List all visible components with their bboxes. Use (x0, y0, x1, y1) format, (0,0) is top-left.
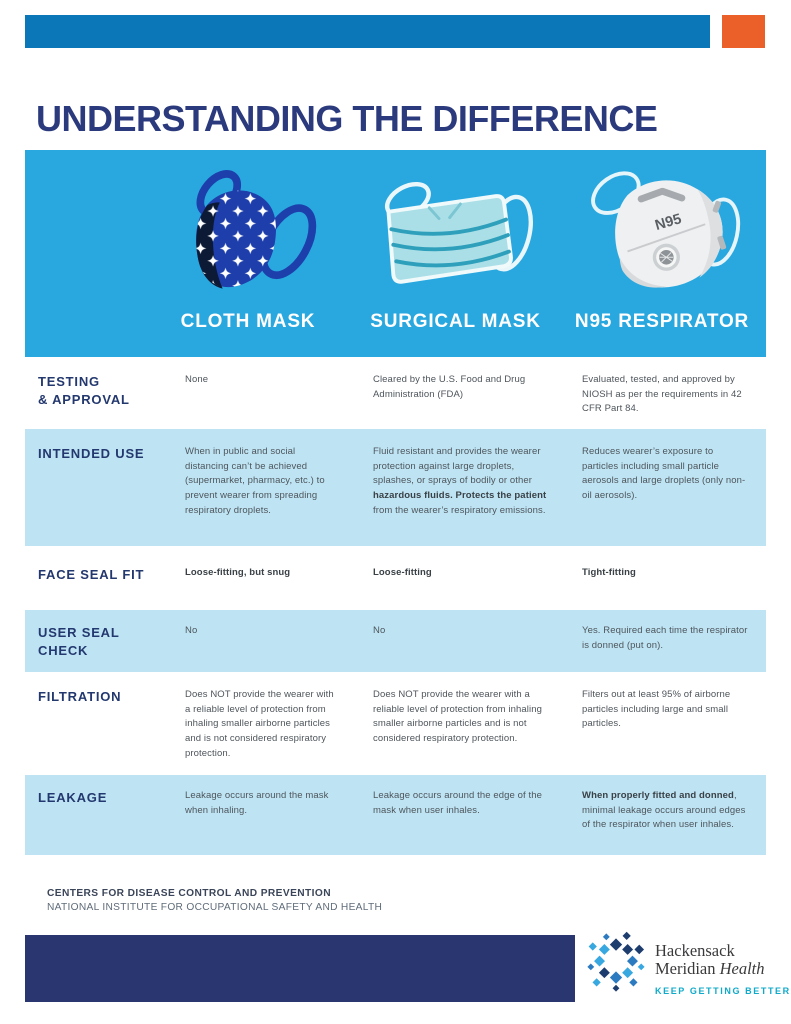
cell-faceseal-surgical: Loose-fitting (373, 566, 582, 610)
column-n95-respirator: N95 N95 RESPIRATOR (558, 163, 766, 357)
top-accent-bar (25, 15, 710, 48)
source-attribution: CENTERS FOR DISEASE CONTROL AND PREVENTI… (47, 888, 382, 913)
logo-name: Hackensack Meridian Health (655, 941, 791, 979)
cell-segment: Reduces wearer’s exposure to particles i… (582, 446, 746, 502)
cell-segment: Does NOT provide the wearer with a relia… (185, 689, 334, 759)
cell-testing-n95: Evaluated, tested, and approved by NIOSH… (582, 373, 766, 429)
source-line-niosh: NATIONAL INSTITUTE FOR OCCUPATIONAL SAFE… (47, 902, 383, 913)
cell-segment: from the wearer’s respiratory emissions. (373, 504, 546, 516)
bottom-accent-bar (25, 935, 575, 1002)
hackensack-meridian-logo-icon (587, 931, 645, 992)
n95-respirator-label: N95 RESPIRATOR (574, 311, 750, 332)
row-intended-use: INTENDED USE When in public and social d… (25, 429, 766, 546)
cell-segment-bold: Loose-fitting (373, 567, 432, 578)
cell-segment: Filters out at least 95% of airborne par… (582, 689, 731, 730)
row-label-intended-use: INTENDED USE (38, 446, 145, 461)
column-surgical-mask: SURGICAL MASK (353, 171, 558, 357)
cell-filtration-cloth: Does NOT provide the wearer with a relia… (185, 688, 373, 775)
cell-segment: Evaluated, tested, and approved by NIOSH… (582, 374, 742, 415)
logo-tagline: KEEP GETTING BETTER (655, 985, 791, 996)
cloth-mask-label: CLOTH MASK (180, 311, 316, 332)
row-label-testing-approval: TESTING & APPROVAL (38, 374, 130, 408)
column-cloth-mask: CLOTH MASK (143, 165, 353, 357)
cell-testing-cloth: None (185, 373, 373, 429)
cell-intended-n95: Reduces wearer’s exposure to particles i… (582, 445, 766, 546)
row-leakage: LEAKAGE Leakage occurs around the mask w… (25, 775, 766, 855)
cell-intended-cloth: When in public and social distancing can… (185, 445, 373, 546)
cell-segment: Leakage occurs around the edge of the ma… (373, 790, 543, 816)
cell-userseal-surgical: No (373, 624, 582, 672)
cell-segment: Does NOT provide the wearer with a relia… (373, 689, 542, 745)
row-face-seal-fit: FACE SEAL FIT Loose-fitting, but snug Lo… (25, 546, 766, 610)
cell-leakage-cloth: Leakage occurs around the mask when inha… (185, 789, 373, 855)
cell-segment: Cleared by the U.S. Food and Drug Admini… (373, 374, 526, 400)
row-filtration: FILTRATION Does NOT provide the wearer w… (25, 672, 766, 775)
cell-segment: Yes. Required each time the respirator i… (582, 625, 748, 651)
surgical-mask-label: SURGICAL MASK (370, 311, 541, 332)
logo-name-health: Health (719, 959, 765, 979)
page-title: UNDERSTANDING THE DIFFERENCE (36, 98, 658, 140)
cell-segment: , minimal leakage occurs around edges of… (582, 790, 746, 831)
surgical-mask-icon (384, 181, 533, 284)
cell-leakage-n95: When properly fitted and donned, minimal… (582, 789, 766, 855)
cell-filtration-n95: Filters out at least 95% of airborne par… (582, 688, 766, 775)
comparison-table: TESTING & APPROVAL None Cleared by the U… (0, 357, 791, 855)
cell-segment-bold: Loose-fitting, but snug (185, 567, 291, 578)
cell-segment-bold: When properly fitted and donned (582, 790, 734, 801)
logo-name-line1: Hackensack (655, 941, 735, 960)
row-label-leakage: LEAKAGE (38, 790, 108, 805)
cell-userseal-cloth: No (185, 624, 373, 672)
row-label-face-seal-fit: FACE SEAL FIT (38, 567, 145, 582)
cell-faceseal-cloth: Loose-fitting, but snug (185, 566, 373, 610)
source-line-cdc: CENTERS FOR DISEASE CONTROL AND PREVENTI… (47, 888, 331, 899)
mask-comparison-band: CLOTH MASK SURGICAL MASK (25, 150, 766, 357)
cell-intended-surgical: Fluid resistant and provides the wearer … (373, 445, 582, 546)
hackensack-meridian-logo: Hackensack Meridian Health KEEP GETTING … (585, 930, 791, 996)
cell-segment: None (185, 374, 209, 385)
row-label-user-seal-check: USER SEAL CHECK (38, 625, 120, 659)
cell-segment-bold: Tight-fitting (582, 567, 636, 578)
cell-testing-surgical: Cleared by the U.S. Food and Drug Admini… (373, 373, 582, 429)
cell-segment: No (185, 625, 198, 636)
cell-leakage-surgical: Leakage occurs around the edge of the ma… (373, 789, 582, 855)
n95-respirator-icon: N95 (591, 171, 741, 288)
n95-print-label: N95 (653, 211, 683, 234)
row-testing-approval: TESTING & APPROVAL None Cleared by the U… (25, 357, 766, 429)
cell-segment: Leakage occurs around the mask when inha… (185, 790, 329, 816)
cloth-mask-icon (196, 170, 317, 289)
cell-segment-bold: hazardous fluids. Protects the patient (373, 490, 547, 502)
top-accent-square (722, 15, 765, 48)
cell-segment: When in public and social distancing can… (185, 446, 325, 516)
logo-text-block: Hackensack Meridian Health KEEP GETTING … (655, 930, 791, 996)
logo-name-line2: Meridian (655, 959, 720, 979)
cell-filtration-surgical: Does NOT provide the wearer with a relia… (373, 688, 582, 775)
cell-userseal-n95: Yes. Required each time the respirator i… (582, 624, 766, 672)
cell-faceseal-n95: Tight-fitting (582, 566, 766, 610)
row-label-filtration: FILTRATION (38, 689, 122, 704)
cell-segment: Fluid resistant and provides the wearer … (373, 446, 541, 487)
cell-segment: No (373, 625, 386, 636)
row-user-seal-check: USER SEAL CHECK No No Yes. Required each… (25, 610, 766, 672)
